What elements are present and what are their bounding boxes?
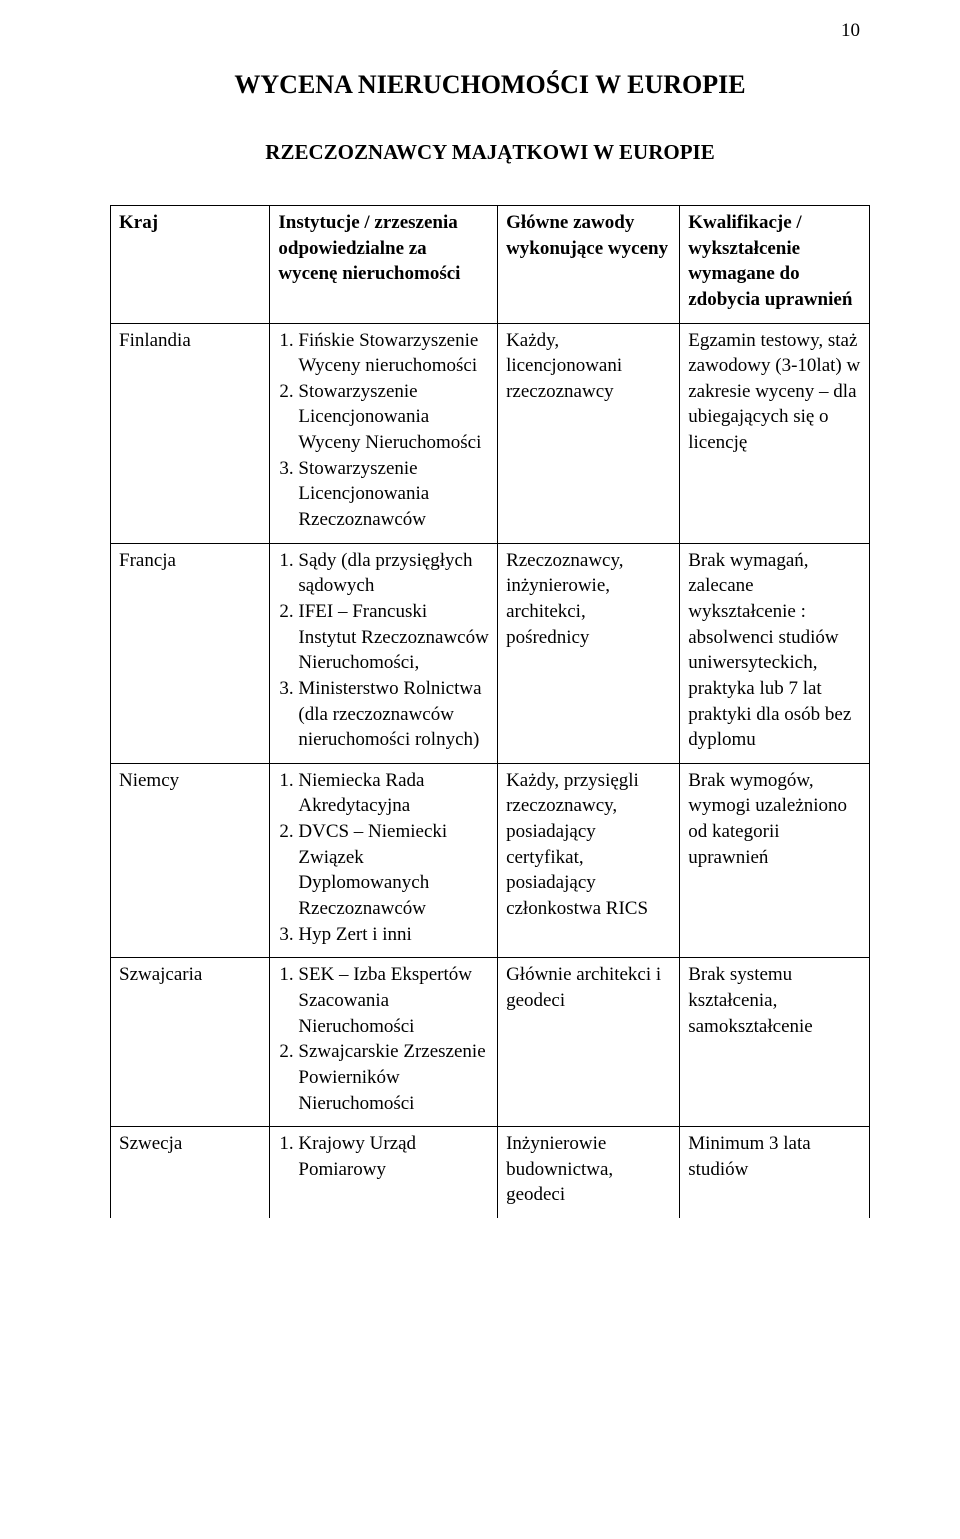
list-item: Szwajcarskie Zrzeszenie Powierników Nier… — [298, 1039, 489, 1116]
list-item: Fińskie Stowarzyszenie Wyceny nieruchomo… — [298, 328, 489, 379]
cell-institutions: Niemiecka Rada Akredytacyjna DVCS – Niem… — [270, 763, 498, 957]
list-item: Niemiecka Rada Akredytacyjna — [298, 768, 489, 819]
institutions-list: Krajowy Urząd Pomiarowy — [278, 1131, 489, 1182]
appraisers-table: Kraj Instytucje / zrzeszenia odpowiedzia… — [110, 205, 870, 1218]
list-item: SEK – Izba Ekspertów Szacowania Nierucho… — [298, 962, 489, 1039]
page-subtitle: RZECZOZNAWCY MAJĄTKOWI W EUROPIE — [110, 140, 870, 165]
institutions-list: Fińskie Stowarzyszenie Wyceny nieruchomo… — [278, 328, 489, 533]
list-item: Ministerstwo Rolnictwa (dla rzeczoznawcó… — [298, 676, 489, 753]
cell-qualifications: Brak wymagań, zalecane wykształcenie : a… — [680, 543, 870, 763]
cell-professions: Rzeczoznawcy, inżynierowie, architekci, … — [498, 543, 680, 763]
page-number: 10 — [841, 20, 860, 42]
table-row: Niemcy Niemiecka Rada Akredytacyjna DVCS… — [111, 763, 870, 957]
institutions-list: SEK – Izba Ekspertów Szacowania Nierucho… — [278, 962, 489, 1116]
cell-institutions: SEK – Izba Ekspertów Szacowania Nierucho… — [270, 958, 498, 1127]
cell-institutions: Krajowy Urząd Pomiarowy — [270, 1127, 498, 1218]
cell-qualifications: Minimum 3 lata studiów — [680, 1127, 870, 1218]
list-item: DVCS – Niemiecki Związek Dyplomowanych R… — [298, 819, 489, 922]
cell-country: Finlandia — [111, 323, 270, 543]
list-item: Stowarzyszenie Licencjonowania Rzeczozna… — [298, 456, 489, 533]
list-item: Hyp Zert i inni — [298, 922, 489, 948]
cell-country: Francja — [111, 543, 270, 763]
col-header-institutions: Instytucje / zrzeszenia odpowiedzialne z… — [270, 206, 498, 324]
cell-institutions: Fińskie Stowarzyszenie Wyceny nieruchomo… — [270, 323, 498, 543]
list-item: Sądy (dla przysięgłych sądowych — [298, 548, 489, 599]
col-header-professions: Główne zawody wykonujące wyceny — [498, 206, 680, 324]
col-header-country: Kraj — [111, 206, 270, 324]
cell-professions: Głównie architekci i geodeci — [498, 958, 680, 1127]
page-title: WYCENA NIERUCHOMOŚCI W EUROPIE — [110, 70, 870, 100]
cell-qualifications: Egzamin testowy, staż zawodowy (3-10lat)… — [680, 323, 870, 543]
page: 10 WYCENA NIERUCHOMOŚCI W EUROPIE RZECZO… — [0, 0, 960, 1539]
cell-country: Szwecja — [111, 1127, 270, 1218]
list-item: Stowarzyszenie Licencjonowania Wyceny Ni… — [298, 379, 489, 456]
list-item: Krajowy Urząd Pomiarowy — [298, 1131, 489, 1182]
cell-professions: Każdy, przysięgli rzeczoznawcy, posiadaj… — [498, 763, 680, 957]
institutions-list: Sądy (dla przysięgłych sądowych IFEI – F… — [278, 548, 489, 753]
table-row: Szwecja Krajowy Urząd Pomiarowy Inżynier… — [111, 1127, 870, 1218]
list-item: IFEI – Francuski Instytut Rzeczoznawców … — [298, 599, 489, 676]
table-row: Finlandia Fińskie Stowarzyszenie Wyceny … — [111, 323, 870, 543]
cell-professions: Każdy, licencjonowani rzeczoznawcy — [498, 323, 680, 543]
cell-qualifications: Brak wymogów, wymogi uzależniono od kate… — [680, 763, 870, 957]
table-row: Francja Sądy (dla przysięgłych sądowych … — [111, 543, 870, 763]
cell-qualifications: Brak systemu kształcenia, samokształceni… — [680, 958, 870, 1127]
cell-country: Niemcy — [111, 763, 270, 957]
table-row: Szwajcaria SEK – Izba Ekspertów Szacowan… — [111, 958, 870, 1127]
cell-professions: Inżynierowie budownictwa, geodeci — [498, 1127, 680, 1218]
col-header-qualifications: Kwalifikacje / wykształcenie wymagane do… — [680, 206, 870, 324]
cell-institutions: Sądy (dla przysięgłych sądowych IFEI – F… — [270, 543, 498, 763]
cell-country: Szwajcaria — [111, 958, 270, 1127]
table-header-row: Kraj Instytucje / zrzeszenia odpowiedzia… — [111, 206, 870, 324]
institutions-list: Niemiecka Rada Akredytacyjna DVCS – Niem… — [278, 768, 489, 947]
